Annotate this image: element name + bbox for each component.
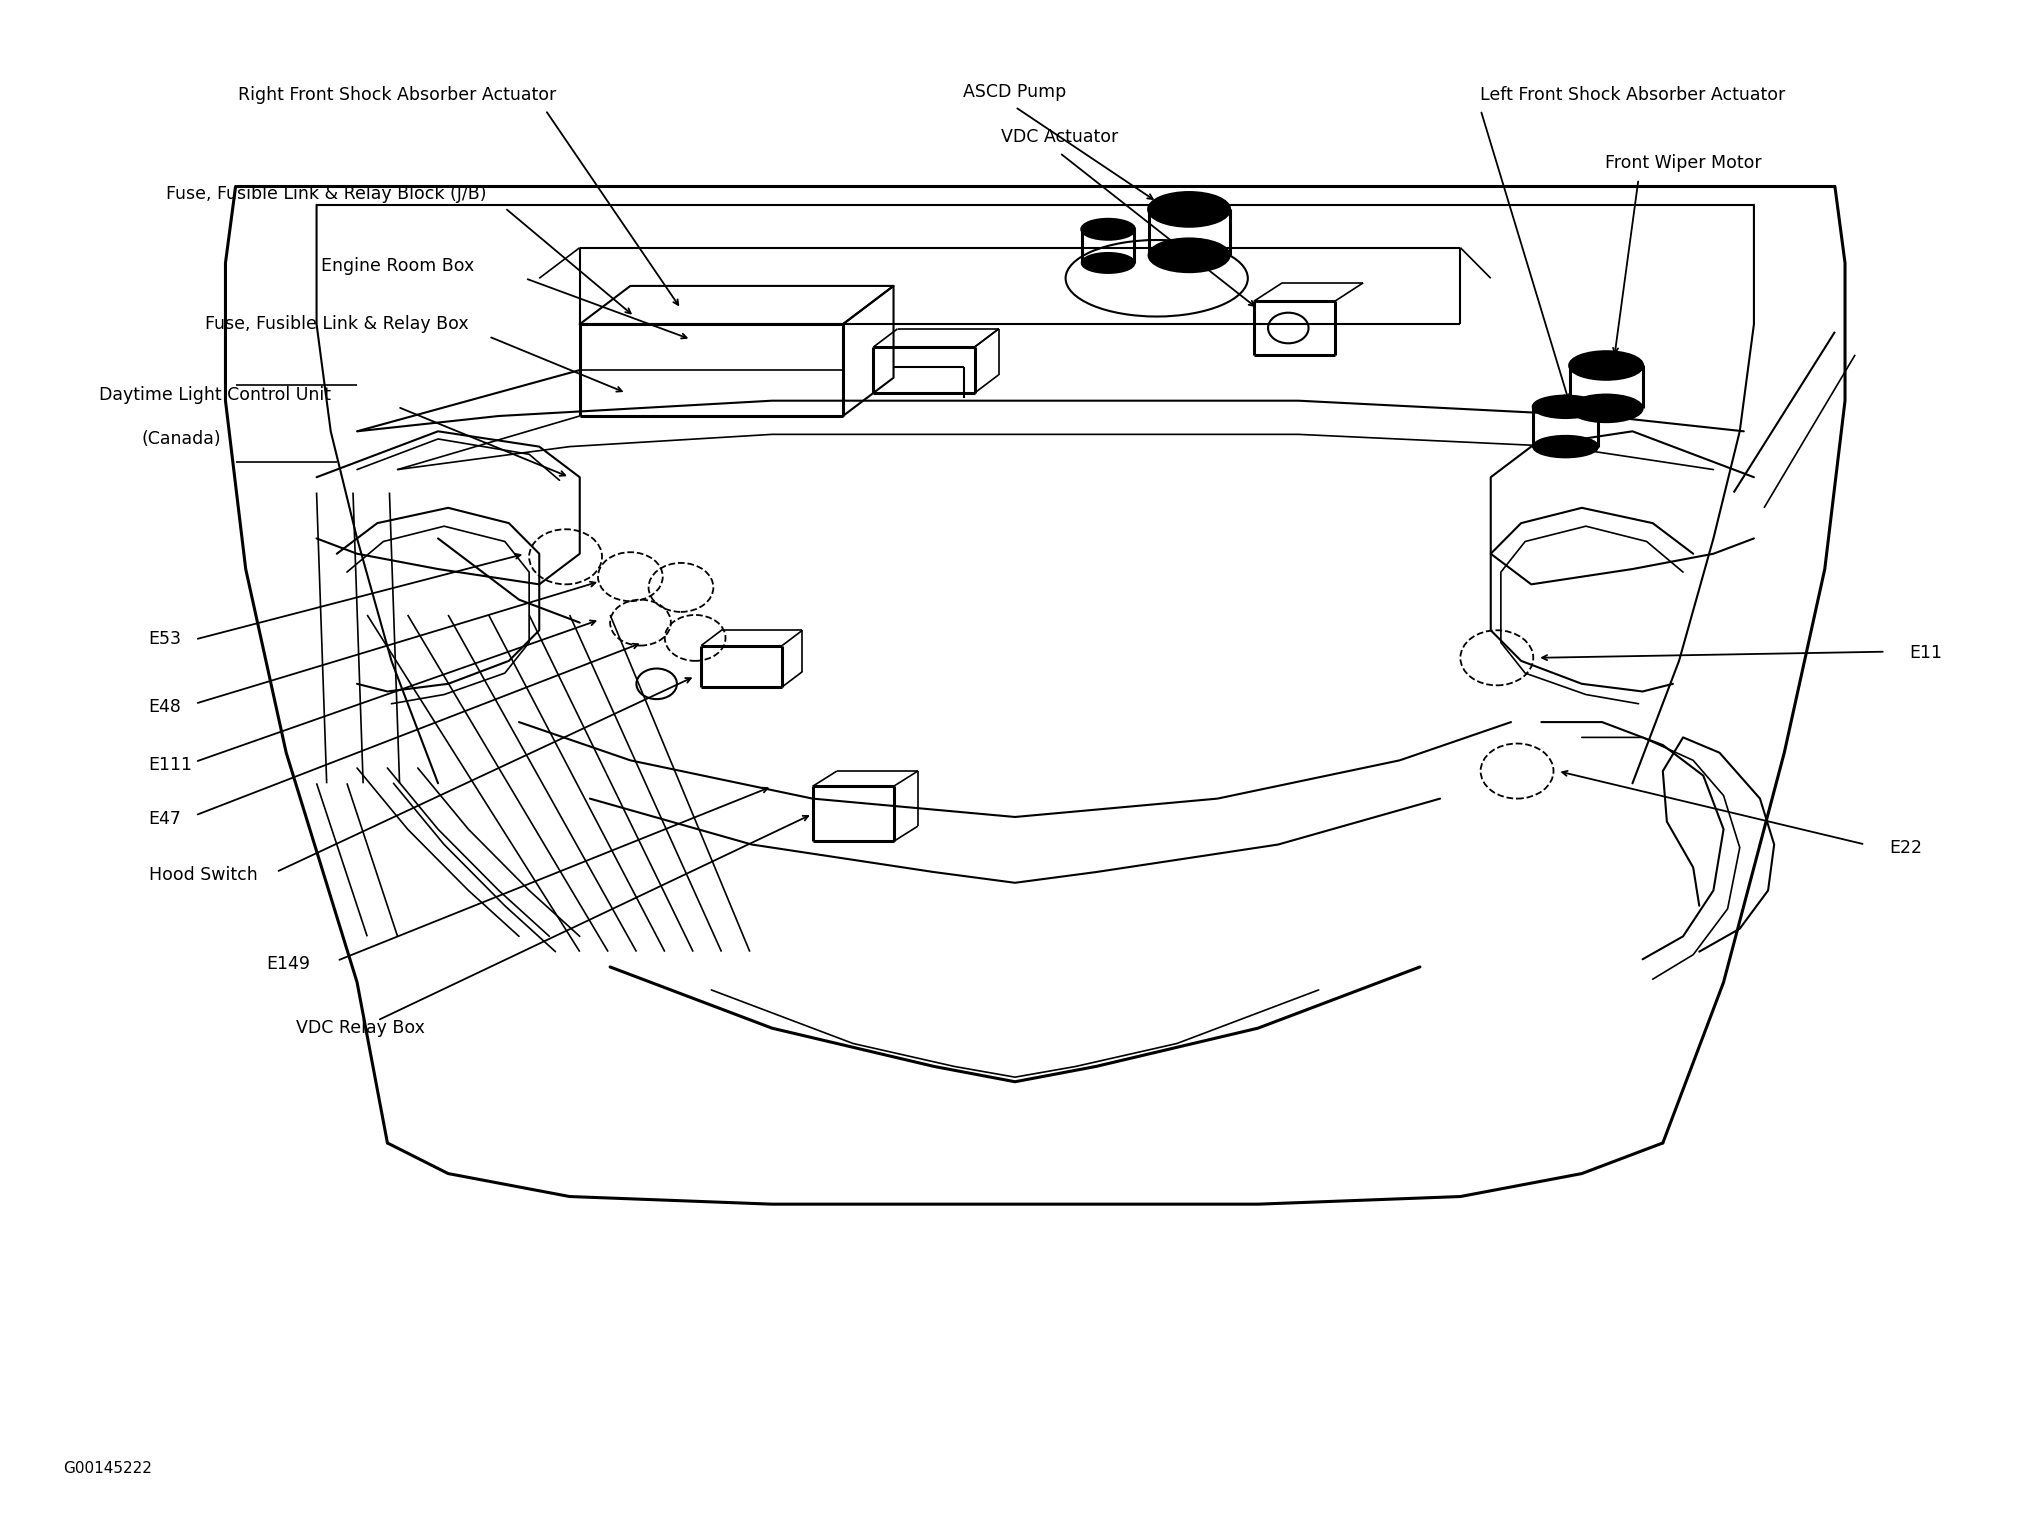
Text: VDC Relay Box: VDC Relay Box bbox=[296, 1020, 424, 1037]
Text: E47: E47 bbox=[148, 809, 181, 828]
Text: Daytime Light Control Unit: Daytime Light Control Unit bbox=[99, 386, 331, 404]
Text: E11: E11 bbox=[1910, 644, 1943, 662]
Ellipse shape bbox=[1082, 220, 1135, 240]
Text: VDC Actuator: VDC Actuator bbox=[1001, 129, 1119, 146]
Ellipse shape bbox=[1533, 436, 1598, 458]
Text: Fuse, Fusible Link & Relay Block (J/B): Fuse, Fusible Link & Relay Block (J/B) bbox=[166, 184, 487, 203]
Text: Right Front Shock Absorber Actuator: Right Front Shock Absorber Actuator bbox=[238, 86, 556, 103]
Text: (Canada): (Canada) bbox=[142, 430, 221, 449]
Text: ASCD Pump: ASCD Pump bbox=[964, 83, 1066, 100]
Ellipse shape bbox=[1569, 352, 1642, 379]
Text: Front Wiper Motor: Front Wiper Motor bbox=[1606, 155, 1762, 172]
Ellipse shape bbox=[1533, 396, 1598, 418]
Text: E48: E48 bbox=[148, 697, 181, 716]
Text: E53: E53 bbox=[148, 630, 181, 648]
Text: E111: E111 bbox=[148, 756, 193, 774]
Text: Left Front Shock Absorber Actuator: Left Front Shock Absorber Actuator bbox=[1480, 86, 1784, 103]
Ellipse shape bbox=[1082, 253, 1135, 273]
Text: Engine Room Box: Engine Room Box bbox=[321, 257, 475, 275]
Text: Fuse, Fusible Link & Relay Box: Fuse, Fusible Link & Relay Box bbox=[205, 315, 469, 333]
Text: G00145222: G00145222 bbox=[63, 1461, 152, 1476]
Ellipse shape bbox=[1149, 238, 1230, 272]
Text: E149: E149 bbox=[266, 955, 311, 972]
Text: E22: E22 bbox=[1890, 839, 1922, 857]
Text: Hood Switch: Hood Switch bbox=[148, 866, 258, 885]
Ellipse shape bbox=[1149, 192, 1230, 226]
Ellipse shape bbox=[1569, 395, 1642, 422]
